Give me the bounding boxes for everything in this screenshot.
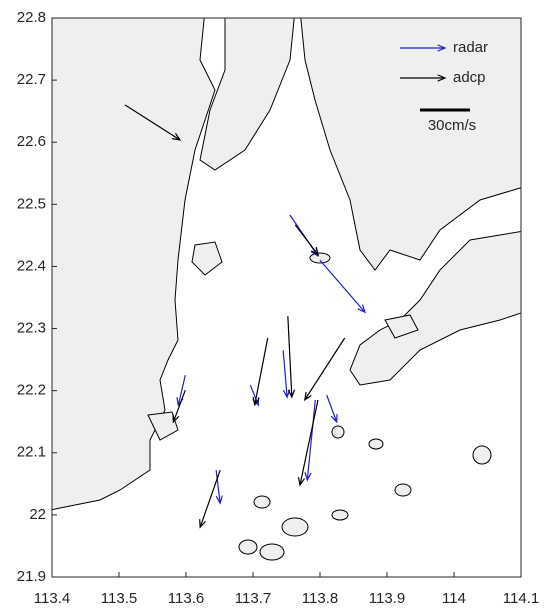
y-tick-label: 22.8 bbox=[17, 9, 46, 26]
islet bbox=[259, 543, 285, 561]
islet bbox=[368, 438, 384, 450]
legend-label: radar bbox=[453, 39, 488, 56]
vector-arrow bbox=[215, 470, 223, 505]
vector-arrow bbox=[287, 316, 296, 399]
vector-arrow bbox=[199, 469, 221, 529]
vector-arrow bbox=[172, 389, 186, 424]
lantau-island bbox=[384, 314, 419, 339]
y-tick-label: 22.7 bbox=[17, 71, 46, 88]
vector-arrow bbox=[252, 337, 269, 407]
legend-arrow bbox=[400, 44, 447, 52]
islet bbox=[394, 483, 412, 497]
islet bbox=[331, 425, 345, 439]
x-tick-label: 113.8 bbox=[302, 590, 338, 607]
vector-arrow bbox=[294, 224, 320, 257]
x-tick-label: 113.4 bbox=[34, 590, 70, 607]
islet bbox=[238, 539, 258, 555]
x-tick-label: 114 bbox=[442, 590, 466, 607]
islet bbox=[147, 411, 179, 441]
axes-box bbox=[51, 17, 522, 578]
y-tick-label: 22.1 bbox=[17, 444, 46, 461]
islet bbox=[191, 241, 223, 276]
legend-arrow bbox=[400, 74, 447, 82]
x-tick-label: 113.6 bbox=[168, 590, 204, 607]
islet bbox=[472, 445, 492, 465]
y-tick-label: 21.9 bbox=[17, 568, 46, 585]
vector-arrow bbox=[304, 399, 316, 482]
vector-arrow bbox=[282, 350, 291, 399]
x-tick-label: 114.1 bbox=[503, 590, 539, 607]
y-tick-label: 22.4 bbox=[17, 257, 46, 274]
x-tick-label: 113.5 bbox=[101, 590, 137, 607]
y-tick-label: 22.6 bbox=[17, 133, 46, 150]
vector-arrow bbox=[303, 337, 346, 402]
east-land bbox=[300, 18, 521, 271]
west-land bbox=[52, 18, 216, 511]
legend-label: adcp bbox=[453, 69, 486, 86]
scale-label: 30cm/s bbox=[428, 117, 476, 134]
north-island bbox=[199, 18, 295, 171]
x-tick-label: 113.7 bbox=[235, 590, 271, 607]
coastline bbox=[52, 18, 521, 561]
vector-arrow bbox=[326, 394, 338, 424]
southeast-land bbox=[349, 230, 521, 386]
y-tick-label: 22.3 bbox=[17, 320, 46, 337]
vector-arrow bbox=[297, 399, 319, 487]
y-tick-label: 22.2 bbox=[17, 382, 46, 399]
islet bbox=[253, 495, 271, 509]
y-tick-label: 22 bbox=[29, 506, 46, 523]
islet bbox=[331, 509, 349, 521]
y-tick-label: 22.5 bbox=[17, 195, 46, 212]
islet bbox=[309, 252, 331, 264]
vector-arrow bbox=[319, 259, 367, 314]
islet bbox=[281, 517, 309, 537]
x-tick-label: 113.9 bbox=[369, 590, 405, 607]
vector-arrow bbox=[124, 104, 182, 141]
